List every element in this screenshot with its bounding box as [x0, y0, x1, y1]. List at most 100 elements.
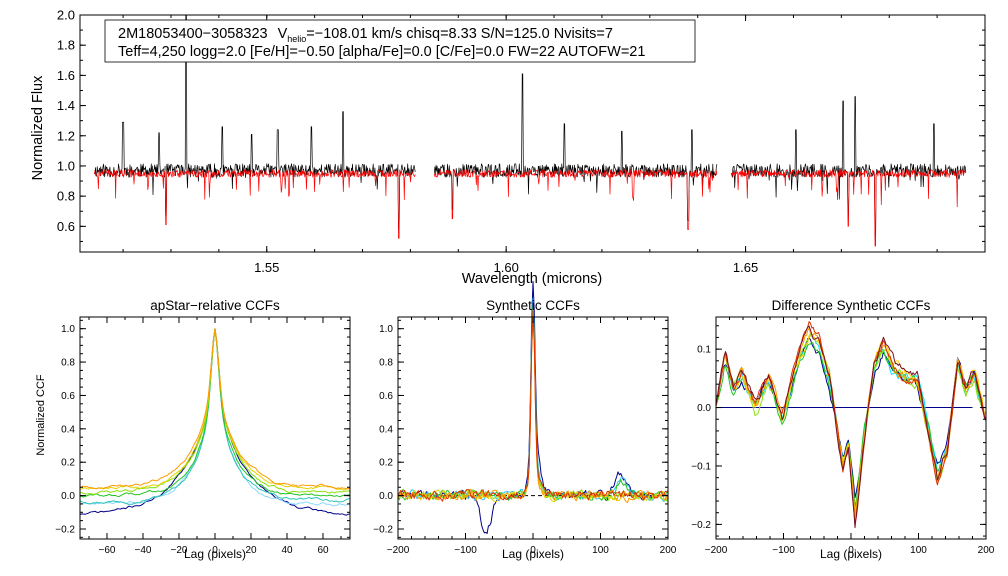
difference-ccf-lines	[715, 321, 987, 529]
x-tick-label: −200	[387, 545, 410, 556]
x-tick-label: 100	[592, 545, 609, 556]
v-helio-subscript: helio	[287, 34, 306, 44]
y-tick-label: 0.4	[61, 424, 75, 435]
apstar-ccf-series-line	[79, 328, 351, 507]
difference-ccf-ticks: −200 −100 0 100 200 −0.2 −0.1 0.0 0.1	[691, 317, 995, 556]
x-tick-label: 1.65	[733, 260, 758, 275]
synthetic-ccf-title: Synthetic CCFs	[486, 298, 580, 313]
x-tick-label: 1.60	[494, 260, 519, 275]
apstar-ccf-lines	[79, 328, 351, 516]
x-tick-label: 40	[281, 545, 293, 556]
synthetic-ccf-series-line	[397, 309, 669, 502]
apstar-ccf-panel: −60 −40 −20 0 20 40 60 −0.2 0.0 0.2 0.4 0.6 0.8 1.0 a…	[35, 298, 351, 561]
apstar-ccf-frame	[79, 316, 351, 540]
x-tick-label: 0	[848, 545, 854, 556]
synthetic-ccf-frame	[397, 316, 669, 540]
x-tick-label: 1.55	[254, 260, 279, 275]
y-tick-label: 0.6	[61, 391, 75, 402]
x-tick-label: −40	[135, 545, 152, 556]
star-id: 2M18053400−3058323	[118, 26, 268, 42]
spectrum-panel: 1.55 1.60 1.65 0.6 0.8 1.0 1.2 1.4 1.6 1.8 2.0 2M1…	[30, 8, 986, 287]
y-tick-label: 1.8	[57, 38, 75, 53]
x-tick-label: −60	[99, 545, 116, 556]
x-tick-label: 20	[245, 545, 257, 556]
y-tick-label: 0.8	[379, 358, 393, 369]
y-tick-label: 1.4	[57, 98, 75, 113]
synthetic-ccf-series-line	[397, 309, 669, 502]
info-line-1-values: =−108.01 km/s chisq=8.33 S/N=125.0 Nvisi…	[306, 26, 613, 42]
info-box	[104, 19, 696, 63]
y-tick-label: 0.1	[697, 345, 711, 356]
synthetic-ccf-series-line	[397, 312, 669, 504]
y-tick-label: 0.8	[61, 358, 75, 369]
y-tick-label: 1.0	[379, 324, 393, 335]
difference-ccf-series-line	[715, 327, 987, 516]
info-line-2: Teff=4,250 logg=2.0 [Fe/H]=−0.50 [alpha/…	[118, 44, 645, 60]
y-tick-label: −0.2	[691, 520, 711, 531]
y-tick-label: 0.6	[57, 219, 75, 234]
y-tick-label: 0.6	[379, 391, 393, 402]
synthetic-ccf-series-line	[397, 297, 669, 503]
y-tick-label: 0.8	[57, 189, 75, 204]
model-spectrum-line	[730, 169, 966, 247]
y-tick-label: 1.2	[57, 128, 75, 143]
apstar-ccf-ticks: −60 −40 −20 0 20 40 60 −0.2 0.0 0.2 0.4 0.6 0.8 1.0	[55, 317, 350, 556]
y-tick-label: 0.0	[61, 491, 75, 502]
apstar-ccf-series-line	[79, 328, 351, 498]
spectrum-xlabel: Wavelength (microns)	[462, 271, 602, 287]
difference-ccf-series-line	[715, 321, 987, 524]
info-line-1: 2M18053400−3058323 Vhelio=−108.01 km/s ch…	[118, 26, 613, 44]
x-tick-label: 200	[978, 545, 995, 556]
difference-ccf-title: Difference Synthetic CCFs	[772, 298, 931, 313]
y-tick-label: 0.4	[379, 424, 393, 435]
y-tick-label: −0.1	[691, 461, 711, 472]
model-spectrum-line	[94, 169, 416, 239]
y-tick-label: 2.0	[57, 8, 75, 23]
x-tick-label: −20	[171, 545, 188, 556]
x-tick-label: 100	[910, 545, 927, 556]
y-tick-label: 0.2	[379, 458, 393, 469]
synthetic-ccf-lines	[397, 280, 669, 534]
spectrum-ylabel: Normalized Flux	[30, 75, 46, 180]
x-tick-label: −200	[705, 545, 728, 556]
apstar-ccf-ylabel: Normalized CCF	[35, 374, 47, 456]
synthetic-ccf-series-line	[397, 280, 669, 534]
y-tick-label: −0.2	[373, 524, 393, 535]
y-tick-label: 1.0	[61, 324, 75, 335]
x-tick-label: 200	[660, 545, 677, 556]
apstar-ccf-series-line	[79, 328, 351, 490]
synthetic-ccf-series-line	[397, 305, 668, 501]
spectrum-frame	[79, 14, 986, 253]
synthetic-ccf-series-line	[397, 312, 669, 503]
observed-spectrum-line	[94, 14, 416, 230]
y-tick-label: −0.2	[55, 524, 75, 535]
difference-ccf-panel: −200 −100 0 100 200 −0.2 −0.1 0.0 0.1 Difference…	[691, 298, 995, 561]
x-tick-label: 60	[317, 545, 329, 556]
apstar-ccf-series-line	[79, 328, 351, 505]
y-tick-label: 0.2	[61, 458, 75, 469]
apstar-ccf-series-line	[80, 328, 351, 495]
difference-ccf-frame	[715, 316, 987, 540]
spectrum-ticks: 1.55 1.60 1.65 0.6 0.8 1.0 1.2 1.4 1.6 1.8 2.0	[57, 8, 986, 275]
x-tick-label: 0	[530, 545, 536, 556]
apstar-ccf-title: apStar−relative CCFs	[150, 298, 280, 313]
x-tick-label: −100	[772, 545, 795, 556]
apstar-ccf-xlabel: Lag (pixels)	[184, 547, 246, 561]
difference-ccf-series-line	[715, 334, 987, 521]
observed-spectrum-line	[433, 73, 718, 221]
y-tick-label: 0.0	[697, 403, 711, 414]
x-tick-label: −100	[454, 545, 477, 556]
y-tick-label: 1.0	[57, 159, 75, 174]
y-tick-label: 1.6	[57, 68, 75, 83]
synthetic-ccf-panel: −200 −100 0 100 200 −0.2 0.0 0.2 0.4 0.6 0.8 1.0 Sy…	[373, 280, 677, 561]
synthetic-ccf-xlabel: Lag (pixels)	[502, 547, 564, 561]
x-tick-label: 0	[212, 545, 218, 556]
model-spectrum-line	[433, 169, 718, 230]
difference-ccf-series-line	[715, 325, 987, 529]
spectrum-lines	[94, 14, 967, 247]
y-tick-label: 0.0	[379, 491, 393, 502]
v-helio-symbol: V	[278, 26, 288, 42]
apstar-ccf-series-line	[79, 328, 351, 491]
apstar-ccf-series-line	[79, 328, 351, 516]
